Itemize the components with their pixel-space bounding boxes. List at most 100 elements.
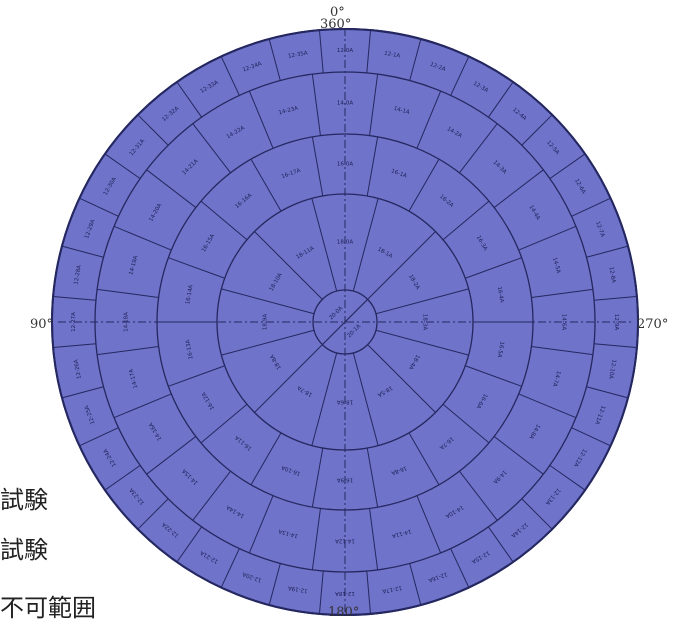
- radial-divider: [459, 470, 498, 521]
- angle-label-360: 360°: [320, 17, 352, 32]
- middle-ring-cell: 14-17A: [128, 368, 139, 389]
- radial-divider: [487, 526, 514, 563]
- radial-divider: [97, 288, 159, 298]
- core-ring-cell: 18-9A: [263, 314, 269, 330]
- radial-divider: [113, 225, 172, 251]
- radial-divider: [487, 81, 514, 118]
- legend-line-1: 試験: [0, 486, 48, 514]
- radial-divider: [521, 114, 553, 146]
- radial-divider: [311, 352, 338, 446]
- radial-divider: [221, 329, 315, 356]
- core-ring-cell: 18-6A: [337, 399, 353, 405]
- radial-divider: [531, 346, 593, 356]
- middle-ring-cell: 14-0A: [337, 101, 353, 107]
- radial-divider: [248, 90, 274, 149]
- radial-divider: [61, 245, 104, 258]
- radial-divider: [409, 563, 422, 606]
- radial-divider: [366, 447, 379, 508]
- outer-ring-cell: 12-27A: [71, 312, 77, 332]
- radial-divider: [318, 571, 324, 614]
- radial-divider: [450, 56, 470, 96]
- radial-divider: [137, 498, 169, 530]
- radial-divider: [366, 136, 379, 197]
- radial-divider: [416, 90, 442, 149]
- radial-divider: [521, 498, 553, 530]
- angle-label-180: 180°: [328, 605, 360, 620]
- radial-divider: [220, 548, 240, 588]
- radial-divider: [53, 295, 96, 301]
- radial-divider: [146, 169, 197, 208]
- outer-ring-cell: 12-18A: [335, 590, 355, 596]
- middle-ring-cell: 14-5A: [551, 257, 561, 274]
- radial-divider: [250, 432, 282, 486]
- core-ring-cell: 18-0A: [337, 240, 353, 246]
- middle-ring-cell: 14-12A: [335, 538, 355, 544]
- inner-ring-cell: 16-14A: [185, 284, 194, 305]
- radial-divider: [311, 136, 324, 197]
- inner-ring-cell: 16-1A: [390, 168, 408, 179]
- radial-divider: [450, 548, 470, 588]
- radial-divider: [192, 123, 231, 174]
- radial-divider: [221, 288, 315, 315]
- radial-divider: [53, 343, 96, 349]
- radial-divider: [518, 393, 577, 419]
- radial-divider: [465, 365, 522, 387]
- radial-divider: [493, 436, 544, 475]
- radial-divider: [367, 231, 436, 300]
- radial-divider: [248, 495, 274, 554]
- middle-ring-cell: 14-11A: [391, 528, 412, 539]
- radial-divider: [79, 197, 119, 217]
- outer-ring-cell: 12-17A: [382, 584, 403, 593]
- radial-divider: [268, 563, 281, 606]
- radial-divider: [366, 571, 372, 614]
- radial-divider: [113, 393, 172, 419]
- radial-divider: [200, 200, 248, 241]
- inner-ring-cell: 16-4A: [496, 286, 505, 303]
- inner-ring-cell: 16-8A: [390, 464, 408, 475]
- radial-divider: [459, 123, 498, 174]
- radial-divider: [408, 432, 440, 486]
- middle-ring-cell: 14-1A: [393, 106, 410, 116]
- outer-ring-cell: 12-1A: [384, 51, 401, 60]
- center-divider: [321, 298, 369, 346]
- radial-divider: [571, 427, 611, 447]
- radial-divider: [352, 352, 379, 446]
- radial-divider: [104, 153, 141, 180]
- radial-divider: [408, 158, 440, 212]
- radial-divider: [268, 38, 281, 81]
- inner-ring-cell: 16-9A: [337, 477, 353, 483]
- outer-ring-cell: 12-9A: [613, 314, 619, 330]
- radial-divider: [311, 198, 338, 292]
- radial-divider: [61, 386, 104, 399]
- radial-divider: [250, 158, 282, 212]
- radial-divider: [416, 495, 442, 554]
- radial-divider: [465, 257, 522, 279]
- radial-divider: [104, 464, 141, 491]
- radial-divider: [311, 74, 321, 136]
- radial-divider: [594, 295, 637, 301]
- radial-divider: [254, 231, 323, 300]
- radial-divider: [366, 30, 372, 73]
- inner-ring-cell: 16-13A: [185, 339, 194, 360]
- radial-divider: [97, 346, 159, 356]
- radial-divider: [311, 447, 324, 508]
- radial-divider: [79, 427, 119, 447]
- radial-divider: [518, 225, 577, 251]
- outer-ring-cell: 12-10A: [607, 359, 616, 380]
- radial-divider: [311, 508, 321, 570]
- radial-divider: [586, 245, 629, 258]
- radial-divider: [369, 508, 379, 570]
- legend-line-2: 試験: [0, 536, 48, 564]
- angle-label-90: 90°: [30, 317, 54, 332]
- radial-divider: [168, 257, 225, 279]
- middle-ring-cell: 14-13A: [278, 528, 299, 539]
- radial-divider: [137, 114, 169, 146]
- radial-divider: [571, 197, 611, 217]
- radial-divider: [531, 288, 593, 298]
- radial-divider: [586, 386, 629, 399]
- middle-ring-cell: 14-18A: [124, 312, 130, 332]
- radial-divider: [192, 470, 231, 521]
- radial-divider: [493, 169, 544, 208]
